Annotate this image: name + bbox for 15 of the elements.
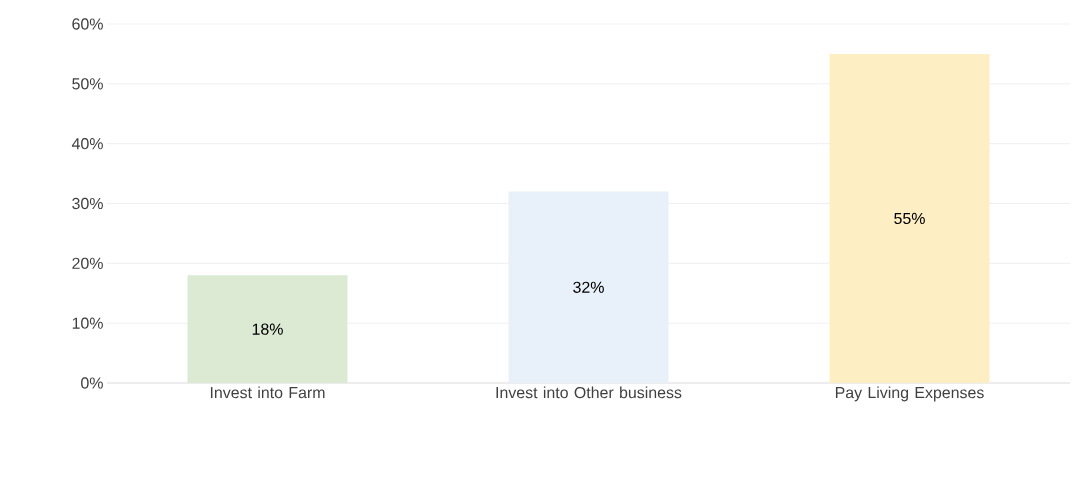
x-tick-label: Pay Living Expenses: [835, 386, 984, 402]
data-label: 18%: [252, 323, 283, 335]
x-tick-label: Invest into Farm: [210, 386, 325, 399]
x-tick-label: Invest into Other business: [496, 386, 682, 399]
y-tick-label: 0%: [81, 377, 103, 389]
data-label: 55%: [894, 212, 925, 225]
y-tick-label: 50%: [72, 78, 103, 90]
y-tick-label: 40%: [71, 138, 103, 150]
bar: [829, 53, 990, 383]
y-tick-label: 20%: [72, 257, 103, 269]
y-tick-label: 30%: [72, 197, 103, 210]
data-label: 32%: [573, 281, 604, 293]
bar: [187, 275, 348, 383]
y-tick-label: 10%: [72, 317, 103, 329]
y-tick-label: 60%: [72, 18, 103, 30]
